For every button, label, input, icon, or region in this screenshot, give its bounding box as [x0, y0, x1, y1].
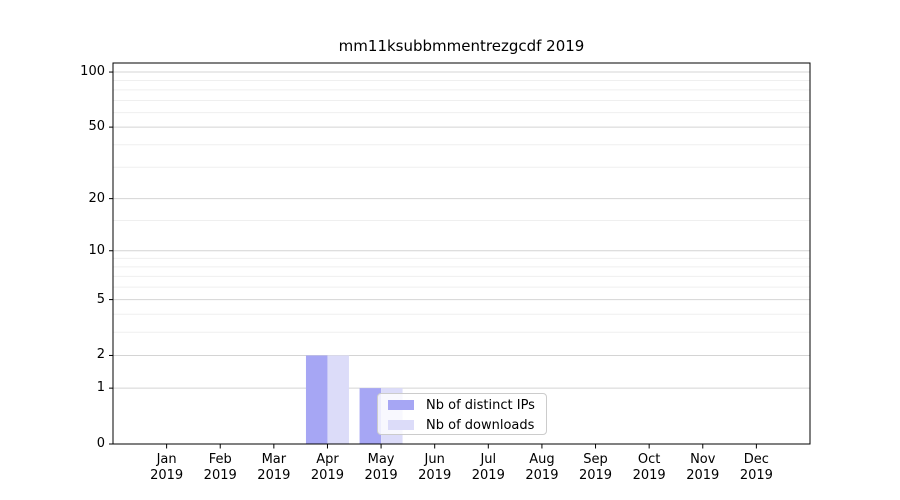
y-tick-label: 10: [88, 242, 105, 258]
x-tick-label: May 2019: [346, 452, 416, 484]
x-tick-month: May: [367, 452, 395, 467]
x-tick-year: 2019: [739, 468, 773, 483]
legend: Nb of distinct IPs Nb of downloads: [377, 393, 547, 435]
y-tick-label: 2: [96, 347, 105, 363]
bar-apr-series0: [305, 355, 328, 444]
y-tick-label: 0: [96, 436, 105, 451]
x-tick-label: Feb 2019: [185, 452, 255, 484]
y-tick-label: 1: [96, 380, 105, 396]
legend-label-downloads: Nb of downloads: [426, 417, 535, 433]
bar-apr-series1: [327, 355, 349, 444]
bar-may-series0: [359, 388, 382, 444]
y-tick-label: 100: [80, 64, 105, 80]
x-tick-year: 2019: [150, 468, 184, 483]
x-tick-year: 2019: [578, 468, 613, 483]
x-tick-label: Dec 2019: [721, 452, 791, 484]
x-tick-label: Jan 2019: [132, 452, 202, 484]
x-tick-year: 2019: [471, 468, 505, 483]
x-tick-label: Sep 2019: [561, 452, 631, 484]
x-tick-month: Aug: [529, 452, 555, 467]
x-tick-month: Jun: [424, 452, 445, 467]
y-tick-label: 20: [88, 190, 105, 206]
x-tick-year: 2019: [203, 468, 237, 483]
x-tick-label: Aug 2019: [507, 452, 577, 484]
plot-frame: [112, 62, 811, 445]
y-tick-label: 50: [88, 119, 105, 135]
x-tick-label: Jul 2019: [453, 452, 523, 484]
chart-title: mm11ksubbmmentrezgcdf 2019: [338, 37, 585, 55]
x-tick-year: 2019: [418, 468, 452, 483]
x-tick-label: Oct 2019: [614, 452, 684, 484]
x-tick-month: Feb: [208, 452, 232, 467]
x-tick-month: Jan: [156, 452, 177, 467]
x-tick-year: 2019: [686, 468, 720, 483]
x-tick-month: Mar: [261, 452, 287, 467]
y-tick-label: 5: [96, 291, 105, 307]
x-tick-year: 2019: [310, 468, 344, 483]
x-tick-year: 2019: [525, 468, 559, 483]
x-tick-month: Sep: [583, 452, 608, 467]
x-tick-year: 2019: [632, 468, 666, 483]
x-tick-year: 2019: [364, 468, 398, 483]
x-tick-month: Apr: [316, 452, 339, 467]
x-tick-month: Jul: [480, 452, 497, 467]
legend-item-downloads: Nb of downloads: [388, 415, 546, 435]
x-tick-label: Apr 2019: [292, 452, 362, 484]
x-tick-year: 2019: [257, 468, 291, 483]
x-tick-month: Oct: [637, 452, 661, 467]
x-tick-month: Nov: [690, 452, 716, 467]
x-tick-month: Dec: [743, 452, 769, 467]
legend-item-distinct-ips: Nb of distinct IPs: [388, 395, 546, 415]
legend-label-distinct-ips: Nb of distinct IPs: [426, 397, 535, 413]
legend-swatch-distinct-ips: [388, 400, 414, 410]
x-tick-label: Jun 2019: [400, 452, 470, 484]
x-tick-label: Nov 2019: [668, 452, 738, 484]
legend-swatch-downloads: [388, 420, 414, 430]
x-tick-label: Mar 2019: [239, 452, 309, 484]
